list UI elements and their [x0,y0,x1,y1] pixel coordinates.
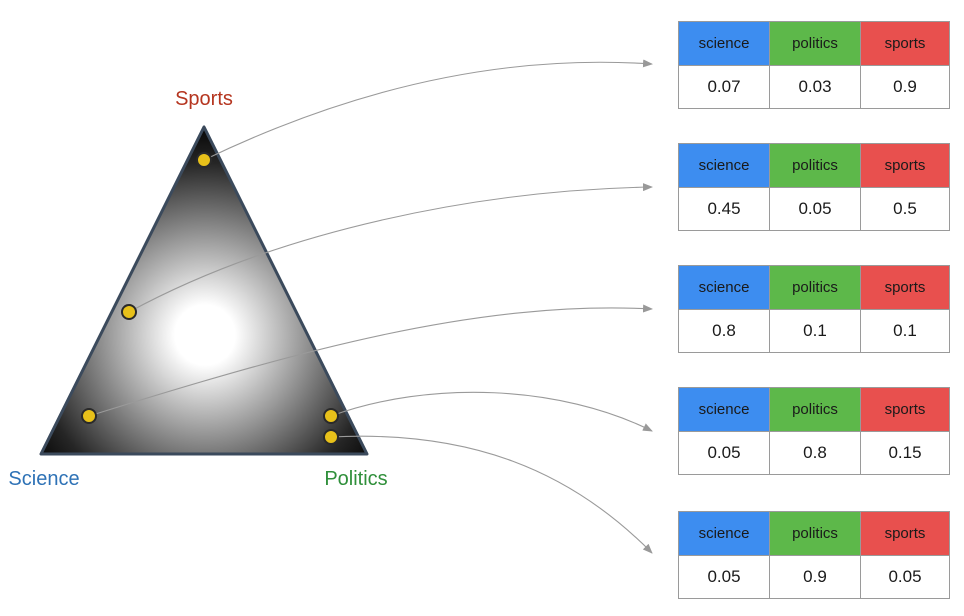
value-science: 0.05 [679,555,769,598]
header-politics: politics [769,144,860,187]
value-science: 0.07 [679,65,769,108]
value-science: 0.8 [679,309,769,352]
value-politics: 0.8 [769,431,860,474]
distribution-table: science politics sports 0.05 0.9 0.05 [678,511,950,599]
value-politics: 0.1 [769,309,860,352]
connector-arrows [88,59,653,554]
header-science: science [679,22,769,65]
corner-label-science: Science [8,468,79,490]
header-sports: sports [860,22,949,65]
header-politics: politics [769,266,860,309]
header-sports: sports [860,512,949,555]
value-science: 0.45 [679,187,769,230]
header-sports: sports [860,388,949,431]
header-sports: sports [860,144,949,187]
arrow-3 [88,304,653,417]
header-science: science [679,512,769,555]
data-points [81,152,339,445]
value-sports: 0.15 [860,431,949,474]
header-science: science [679,144,769,187]
value-science: 0.05 [679,431,769,474]
value-sports: 0.05 [860,555,949,598]
value-politics: 0.9 [769,555,860,598]
distribution-table: science politics sports 0.07 0.03 0.9 [678,21,950,109]
value-politics: 0.05 [769,187,860,230]
value-sports: 0.1 [860,309,949,352]
header-politics: politics [769,512,860,555]
arrow-4 [330,391,653,432]
corner-label-politics: Politics [324,468,387,490]
header-sports: sports [860,266,949,309]
header-science: science [679,388,769,431]
arrow-1 [203,59,653,161]
point-1 [196,152,212,168]
value-sports: 0.5 [860,187,949,230]
point-5 [323,429,339,445]
value-politics: 0.03 [769,65,860,108]
arrow-5 [330,435,653,554]
simplex-triangle [39,125,369,456]
point-2 [121,304,137,320]
arrow-2 [128,183,653,313]
distribution-table: science politics sports 0.8 0.1 0.1 [678,265,950,353]
point-3 [81,408,97,424]
distribution-table: science politics sports 0.05 0.8 0.15 [678,387,950,475]
header-politics: politics [769,22,860,65]
header-science: science [679,266,769,309]
point-4 [323,408,339,424]
corner-label-sports: Sports [175,88,233,110]
value-sports: 0.9 [860,65,949,108]
distribution-table: science politics sports 0.45 0.05 0.5 [678,143,950,231]
header-politics: politics [769,388,860,431]
